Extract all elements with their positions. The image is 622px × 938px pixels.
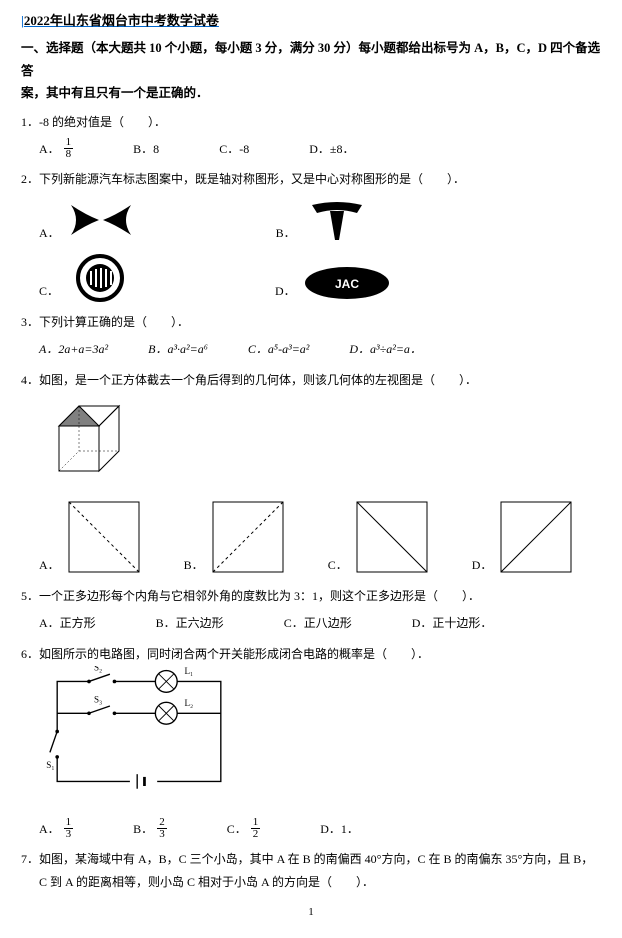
q4-choice-b: B．	[184, 497, 288, 577]
question-7: 7．如图，某海域中有 A，B，C 三个小岛，其中 A 在 B 的南偏西 40°方…	[21, 848, 601, 894]
view-d-icon	[496, 497, 576, 577]
q6-choice-d: D．1．	[320, 818, 359, 841]
q6-choice-a: A． 13	[39, 817, 73, 840]
fraction-icon: 13	[64, 817, 74, 840]
s3-label: S₃	[94, 694, 102, 704]
q6-choice-c: C． 12	[227, 817, 261, 840]
q2-choice-a: A．	[39, 195, 136, 245]
s1-label: S₁	[46, 759, 54, 769]
q1-choice-b: B．8	[133, 138, 159, 161]
q4-text: 4．如图，是一个正方体截去一个角后得到的几何体，则该几何体的左视图是（ ）．	[21, 373, 477, 387]
q2-choice-d: D． JAC	[275, 263, 392, 303]
circuit-diagram-icon: S₂ L₁ S₃ L₂ S₁	[39, 666, 239, 806]
q3-choice-d: D．a³÷a²=a．	[349, 338, 422, 361]
exam-title: |2022年山东省烟台市中考数学试卷	[21, 10, 601, 29]
q3-text: 3．下列计算正确的是（ ）．	[21, 315, 189, 329]
question-1: 1．-8 的绝对值是（ ）． A． 18 B．8 C．-8 D．±8．	[21, 111, 601, 161]
q5-choices: A．正方形 B．正六边形 C．正八边形 D．正十边形．	[39, 612, 601, 635]
q1-choices: A． 18 B．8 C．-8 D．±8．	[39, 137, 601, 160]
svg-text:JAC: JAC	[335, 277, 359, 291]
question-3: 3．下列计算正确的是（ ）． A．2a+a=3a² B．a³·a²=a⁶ C．a…	[21, 311, 601, 361]
section-header: 一、选择题（本大题共 10 个小题，每小题 3 分，满分 30 分）每小题都给出…	[21, 37, 601, 105]
cube-diagram-icon	[39, 391, 139, 481]
q2-choice-b: B．	[276, 195, 372, 245]
q2-choice-c: C．	[39, 253, 135, 303]
fraction-icon: 23	[157, 817, 167, 840]
q1-choice-a: A． 18	[39, 137, 73, 160]
logo-a-icon	[66, 195, 136, 245]
view-a-icon	[64, 497, 144, 577]
q1-text: 1．-8 的绝对值是（ ）．	[21, 115, 166, 129]
q3-choice-b: B．a³·a²=a⁶	[148, 338, 208, 361]
section-line1: 一、选择题（本大题共 10 个小题，每小题 3 分，满分 30 分）每小题都给出…	[21, 41, 600, 78]
q4-choice-d: D．	[472, 497, 577, 577]
q5-text: 5．一个正多边形每个内角与它相邻外角的度数比为 3：1，则这个正多边形是（ ）．	[21, 589, 480, 603]
q2-text: 2．下列新能源汽车标志图案中，既是轴对称图形，又是中心对称图形的是（ ）．	[21, 172, 465, 186]
l1-label: L₁	[184, 666, 193, 676]
q1-choice-c: C．-8	[219, 138, 249, 161]
q7-line2: C 到 A 的距离相等，则小岛 C 相对于小岛 A 的方向是（ ）．	[39, 875, 374, 889]
q5-choice-b: B．正六边形	[156, 612, 224, 635]
q5-choice-d: D．正十边形．	[412, 612, 493, 635]
view-c-icon	[352, 497, 432, 577]
q7-line1: 7．如图，某海域中有 A，B，C 三个小岛，其中 A 在 B 的南偏西 40°方…	[21, 852, 593, 866]
q6-choices: A． 13 B． 23 C． 12 D．1．	[39, 817, 601, 840]
question-6: 6．如图所示的电路图，同时闭合两个开关能形成闭合电路的概率是（ ）． S₂ L₁…	[21, 643, 601, 841]
view-b-icon	[208, 497, 288, 577]
q3-choice-c: C．a⁵-a³=a²	[248, 338, 309, 361]
section-line2: 案，其中有且只有一个是正确的．	[21, 86, 209, 100]
logo-c-icon	[65, 253, 135, 303]
q6-text: 6．如图所示的电路图，同时闭合两个开关能形成闭合电路的概率是（ ）．	[21, 647, 429, 661]
exam-page: |2022年山东省烟台市中考数学试卷 一、选择题（本大题共 10 个小题，每小题…	[1, 0, 621, 938]
logo-d-icon: JAC	[302, 263, 392, 303]
logo-b-icon	[302, 195, 372, 245]
fraction-icon: 18	[64, 137, 74, 160]
q6-choice-b: B． 23	[133, 817, 167, 840]
title-text: 2022年山东省烟台市中考数学试卷	[24, 13, 219, 28]
q5-choice-c: C．正八边形	[284, 612, 352, 635]
q2-row2: C． D． JAC	[39, 253, 601, 303]
l2-label: L₂	[184, 698, 193, 708]
fraction-icon: 12	[251, 817, 261, 840]
question-4: 4．如图，是一个正方体截去一个角后得到的几何体，则该几何体的左视图是（ ）． A…	[21, 369, 601, 578]
q4-choice-c: C．	[328, 497, 432, 577]
question-5: 5．一个正多边形每个内角与它相邻外角的度数比为 3：1，则这个正多边形是（ ）．…	[21, 585, 601, 635]
q2-row1: A． B．	[39, 195, 601, 245]
q1-a-label: A．	[39, 138, 60, 161]
page-number: 1	[21, 906, 601, 918]
q1-choice-d: D．±8．	[309, 138, 354, 161]
q4-choices: A． B． C． D．	[39, 497, 601, 577]
s2-label: S₂	[94, 666, 102, 673]
question-2: 2．下列新能源汽车标志图案中，既是轴对称图形，又是中心对称图形的是（ ）． A．…	[21, 168, 601, 303]
q3-choice-a: A．2a+a=3a²	[39, 338, 108, 361]
q3-choices: A．2a+a=3a² B．a³·a²=a⁶ C．a⁵-a³=a² D．a³÷a²…	[39, 338, 601, 361]
q4-choice-a: A．	[39, 497, 144, 577]
q5-choice-a: A．正方形	[39, 612, 96, 635]
